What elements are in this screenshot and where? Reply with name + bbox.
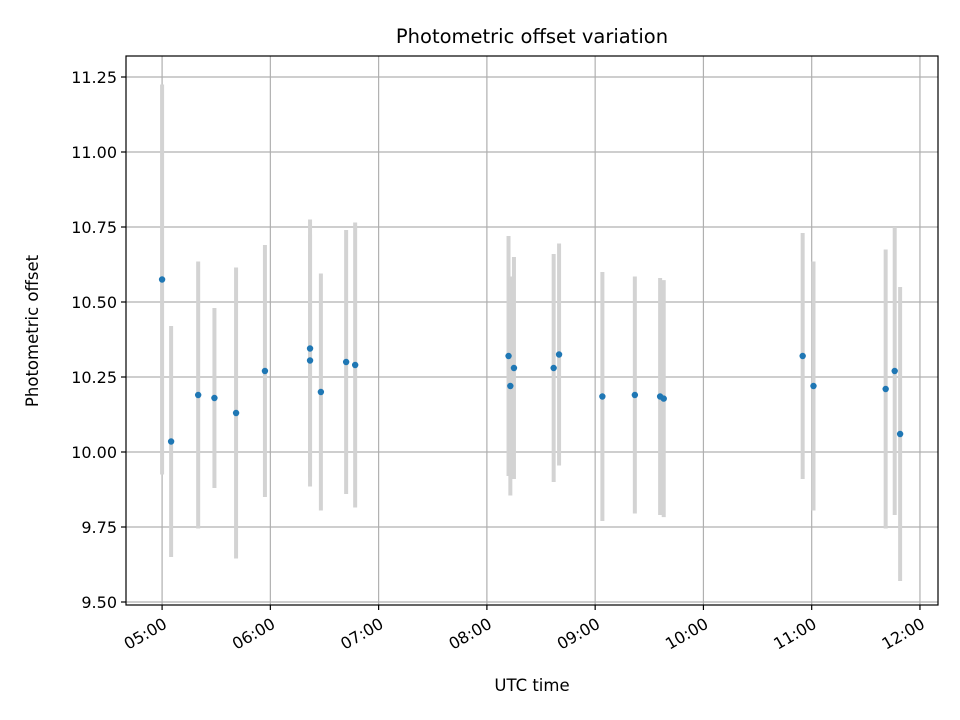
data-point xyxy=(799,352,806,360)
data-point xyxy=(306,357,314,364)
y-tick-label: 9.50 xyxy=(81,593,117,612)
y-tick-label: 11.00 xyxy=(71,143,117,162)
y-axis-title: Photometric offset xyxy=(23,254,42,407)
data-point xyxy=(810,382,817,390)
data-point xyxy=(158,276,166,283)
data-point xyxy=(882,385,889,393)
data-point xyxy=(599,393,606,400)
data-point xyxy=(660,395,667,402)
y-tick-label: 10.50 xyxy=(71,293,117,312)
data-point xyxy=(232,409,240,417)
data-point xyxy=(631,391,639,399)
data-point xyxy=(507,382,514,390)
data-point xyxy=(351,361,359,369)
data-point xyxy=(342,358,350,366)
y-tick-label: 10.25 xyxy=(71,368,117,387)
data-point xyxy=(211,394,218,402)
data-point xyxy=(555,351,563,358)
plot-area-frame xyxy=(125,55,939,606)
data-point xyxy=(167,438,175,445)
data-point xyxy=(261,367,269,375)
y-tick-label: 10.00 xyxy=(71,443,117,462)
x-axis-title: UTC time xyxy=(494,676,569,695)
data-point xyxy=(510,364,518,372)
y-tick-label: 11.25 xyxy=(71,68,117,87)
y-tick-label: 9.75 xyxy=(81,518,117,537)
data-point xyxy=(896,430,904,438)
data-point xyxy=(891,367,898,375)
y-tick-label: 10.75 xyxy=(71,218,117,237)
data-point xyxy=(550,364,557,372)
data-point xyxy=(317,388,325,396)
chart-title: Photometric offset variation xyxy=(396,25,668,48)
data-point xyxy=(194,391,202,399)
data-point xyxy=(306,345,314,352)
data-points xyxy=(158,276,904,445)
data-point xyxy=(505,352,512,360)
